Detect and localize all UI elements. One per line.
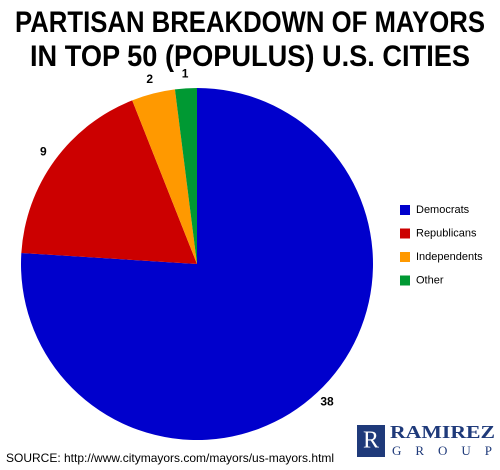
legend-swatch bbox=[400, 275, 410, 286]
legend-label: Independents bbox=[416, 251, 483, 263]
data-label: 2 bbox=[146, 72, 153, 86]
legend-swatch bbox=[400, 228, 410, 239]
legend-swatch bbox=[400, 205, 410, 215]
logo: R RAMIREZ GROUP bbox=[357, 422, 495, 458]
data-label: 9 bbox=[40, 144, 47, 158]
pie-slice bbox=[132, 89, 197, 264]
data-label: 38 bbox=[320, 395, 334, 409]
logo-text: GROUP bbox=[392, 443, 492, 458]
legend-swatch bbox=[400, 252, 410, 262]
logo-box bbox=[357, 425, 385, 457]
logo-letter: R bbox=[363, 428, 379, 454]
legend-label: Democrats bbox=[416, 204, 470, 216]
chart-title: PARTISAN BREAKDOWN OF MAYORS bbox=[15, 6, 485, 39]
data-label: 1 bbox=[182, 67, 189, 81]
chart-title: IN TOP 50 (POPULUS) U.S. CITIES bbox=[30, 40, 470, 73]
legend-label: Republicans bbox=[416, 227, 477, 239]
logo-text: RAMIREZ bbox=[390, 422, 495, 442]
source-note: SOURCE: http://www.citymayors.com/mayors… bbox=[6, 451, 334, 465]
pie-slice bbox=[174, 88, 197, 264]
legend-label: Other bbox=[416, 274, 444, 286]
pie-slice bbox=[21, 100, 198, 264]
